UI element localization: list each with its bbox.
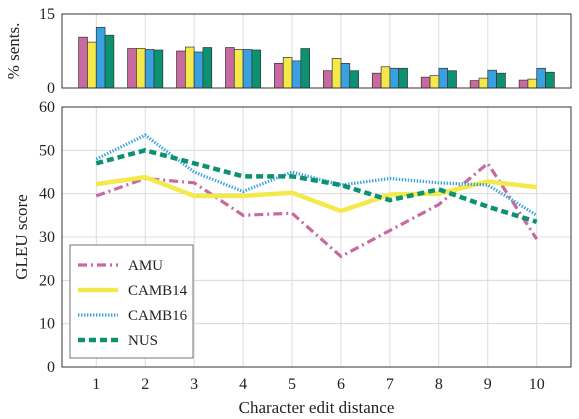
bar-camb16-3 bbox=[193, 51, 204, 89]
bar-camb14-9 bbox=[478, 77, 489, 89]
bar-nus-4 bbox=[251, 49, 262, 89]
bar-camb16-8 bbox=[438, 67, 449, 89]
bar-amu-9 bbox=[469, 80, 480, 89]
line-y-tick-label: 30 bbox=[39, 229, 55, 246]
x-tick-label: 6 bbox=[337, 376, 345, 393]
bar-nus-9 bbox=[496, 72, 506, 89]
bar-camb14-7 bbox=[380, 66, 391, 89]
x-tick-label: 9 bbox=[484, 376, 492, 393]
line-y-tick-label: 20 bbox=[39, 272, 55, 289]
bar-plot-frame bbox=[61, 13, 572, 89]
bar-amu-4 bbox=[225, 47, 235, 89]
legend-label-amu: AMU bbox=[128, 258, 163, 274]
line-series-amu bbox=[95, 160, 539, 259]
bar-nus-6 bbox=[349, 70, 359, 89]
x-tick-label: 4 bbox=[239, 376, 247, 393]
legend-label-camb14: CAMB14 bbox=[128, 283, 188, 299]
x-tick-label: 8 bbox=[435, 376, 443, 393]
bar-camb14-8 bbox=[429, 75, 440, 89]
line-plot-frame bbox=[61, 106, 572, 368]
bar-y-axis-label: % sents. bbox=[4, 23, 23, 80]
x-tick-label: 1 bbox=[92, 376, 100, 393]
legend: AMU CAMB14 CAMB16 NUS bbox=[69, 244, 194, 359]
line-y-tick-label: 40 bbox=[39, 186, 55, 203]
bar-y-tick-label: 15 bbox=[39, 6, 55, 23]
bar-camb16-6 bbox=[340, 62, 351, 89]
bar-nus-5 bbox=[300, 48, 310, 89]
legend-label-camb16: CAMB16 bbox=[128, 308, 188, 324]
bar-nus-2 bbox=[153, 49, 164, 89]
x-tick-label: 10 bbox=[529, 376, 545, 393]
bar-camb16-7 bbox=[389, 67, 400, 89]
line-y-tick-label: 50 bbox=[39, 142, 55, 159]
bar-amu-7 bbox=[371, 72, 382, 89]
bar-nus-7 bbox=[398, 67, 408, 89]
bar-amu-10 bbox=[518, 79, 529, 89]
bar-camb14-4 bbox=[233, 49, 244, 89]
legend-box bbox=[69, 244, 194, 359]
bar-camb16-1 bbox=[95, 26, 106, 89]
x-tick-label: 7 bbox=[386, 376, 394, 393]
bar-camb16-4 bbox=[242, 49, 253, 89]
bar-y-tick-label: 0 bbox=[47, 80, 55, 97]
line-y-tick-label: 10 bbox=[39, 316, 55, 333]
bar-camb16-10 bbox=[536, 67, 546, 89]
line-y-tick-label: 0 bbox=[47, 359, 55, 376]
bar-camb16-5 bbox=[291, 60, 302, 89]
line-y-tick-label: 60 bbox=[39, 99, 55, 116]
line-series-nus bbox=[95, 148, 538, 224]
bar-amu-3 bbox=[176, 50, 186, 89]
bar-camb14-2 bbox=[136, 48, 146, 89]
bar-camb14-5 bbox=[282, 57, 293, 89]
x-tick-label: 2 bbox=[141, 376, 149, 393]
x-tick-label: 5 bbox=[288, 376, 296, 393]
bar-panel: 0 15 % sents. bbox=[4, 6, 572, 97]
bar-amu-2 bbox=[127, 48, 137, 89]
bar-camb14-1 bbox=[87, 41, 97, 89]
bar-camb16-9 bbox=[487, 69, 497, 89]
bar-nus-1 bbox=[104, 34, 115, 89]
bar-amu-5 bbox=[274, 62, 284, 89]
bar-nus-10 bbox=[545, 71, 555, 89]
bar-camb16-2 bbox=[144, 49, 155, 89]
bar-amu-1 bbox=[78, 36, 88, 89]
line-panel: 1 2 3 4 5 6 7 8 9 10 0 10 20 30 40 50 60 GLEU score Charac… bbox=[12, 99, 572, 417]
bar-camb14-10 bbox=[527, 78, 538, 89]
x-tick-label: 3 bbox=[190, 376, 198, 393]
bar-amu-6 bbox=[323, 70, 333, 89]
x-axis-label: Character edit distance bbox=[239, 398, 395, 417]
legend-label-nus: NUS bbox=[128, 333, 158, 349]
line-y-axis-label: GLEU score bbox=[12, 194, 31, 279]
bar-camb14-3 bbox=[184, 46, 195, 89]
bar-amu-8 bbox=[420, 76, 431, 89]
line-series-camb14 bbox=[95, 174, 537, 214]
bar-nus-8 bbox=[447, 70, 457, 89]
bar-camb14-6 bbox=[331, 58, 342, 89]
bar-nus-3 bbox=[202, 47, 213, 89]
